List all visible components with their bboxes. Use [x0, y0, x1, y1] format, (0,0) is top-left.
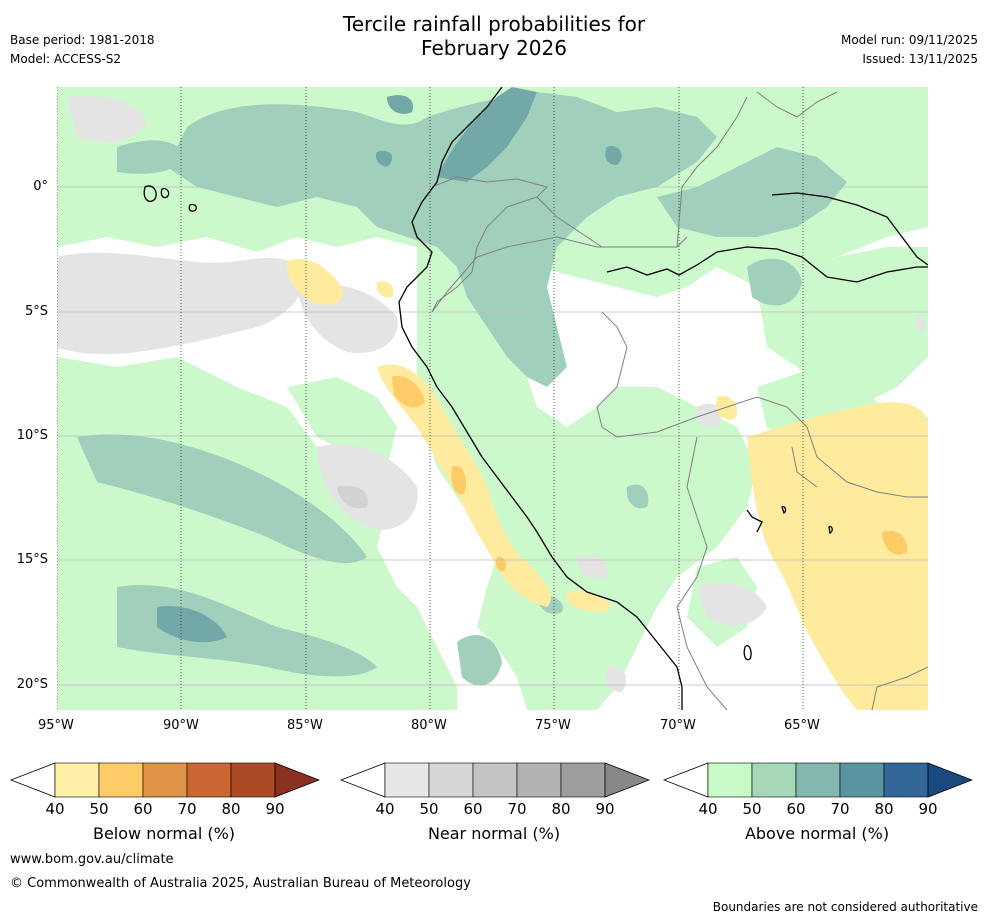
near-normal-segment: [428, 762, 474, 798]
below-normal-colorbar: [10, 762, 320, 798]
below-normal-lower-extend: [10, 762, 56, 798]
x-tick-65w: 65°W: [784, 718, 820, 733]
above-normal-tick-label: 50: [742, 800, 762, 818]
above-normal-colorbar: [663, 762, 973, 798]
x-tick-95w: 95°W: [38, 718, 74, 733]
disclaimer: Boundaries are not considered authoritat…: [712, 900, 978, 914]
below-normal-tick-label: 60: [133, 800, 153, 818]
below-normal-segment: [98, 762, 144, 798]
below-normal-tick-label: 70: [177, 800, 197, 818]
issued-date: Issued: 13/11/2025: [862, 52, 978, 66]
near-normal-segment: [384, 762, 430, 798]
near-normal-tick-label: 90: [595, 800, 615, 818]
near-normal-tick-label: 70: [507, 800, 527, 818]
above-normal-lower-extend: [663, 762, 709, 798]
near-normal-tick-label: 80: [551, 800, 571, 818]
y-tick-15s: 15°S: [16, 552, 48, 567]
above-normal-segment: [883, 762, 929, 798]
above-normal-tick-label: 80: [874, 800, 894, 818]
near-normal-lower-extend: [340, 762, 386, 798]
above-normal-60-regions: [157, 87, 622, 643]
base-period: Base period: 1981-2018: [10, 33, 155, 47]
below-normal-tick-label: 90: [265, 800, 285, 818]
latitude-gridlines: [57, 186, 928, 686]
below-normal-upper-extend: [274, 762, 320, 798]
below-normal-segment: [54, 762, 100, 798]
above-normal-segment: [839, 762, 885, 798]
website-url[interactable]: www.bom.gov.au/climate: [10, 852, 174, 867]
y-tick-0: 0°: [33, 179, 48, 194]
below-normal-colorbar-label: Below normal (%): [92, 824, 236, 843]
below-normal-segment: [142, 762, 188, 798]
below-normal-tick-label: 80: [221, 800, 241, 818]
country-borders: [431, 91, 928, 710]
near-normal-upper-extend: [604, 762, 650, 798]
model-run-date: Model run: 09/11/2025: [840, 33, 978, 47]
copyright: © Commonwealth of Australia 2025, Austra…: [10, 876, 471, 891]
below-normal-segment: [230, 762, 276, 798]
map-title: Tercile rainfall probabilities for Febru…: [0, 12, 988, 60]
x-tick-70w: 70°W: [660, 718, 696, 733]
above-normal-upper-extend: [927, 762, 973, 798]
x-tick-75w: 75°W: [535, 718, 571, 733]
x-tick-80w: 80°W: [411, 718, 447, 733]
near-normal-segment: [516, 762, 562, 798]
y-tick-5s: 5°S: [24, 304, 48, 319]
near-normal-segment: [472, 762, 518, 798]
near-normal-segment: [560, 762, 606, 798]
above-normal-segment: [795, 762, 841, 798]
title-line-1: Tercile rainfall probabilities for: [342, 12, 646, 36]
model-name: Model: ACCESS-S2: [10, 52, 122, 66]
near-normal-tick-label: 60: [463, 800, 483, 818]
below-normal-tick-label: 50: [89, 800, 109, 818]
coastline: [143, 87, 928, 710]
above-normal-tick-label: 40: [698, 800, 718, 818]
title-line-2: February 2026: [421, 36, 567, 60]
near-normal-tick-label: 50: [419, 800, 439, 818]
near-normal-tick-label: 40: [375, 800, 395, 818]
y-tick-10s: 10°S: [16, 428, 48, 443]
near-normal-40-regions: [57, 95, 926, 692]
above-normal-colorbar-label: Above normal (%): [744, 824, 890, 843]
x-tick-90w: 90°W: [163, 718, 199, 733]
near-normal-colorbar: [340, 762, 650, 798]
longitude-gridlines: [57, 87, 804, 710]
probability-map: [57, 87, 928, 710]
above-normal-tick-label: 90: [918, 800, 938, 818]
near-normal-50-regions: [337, 485, 368, 509]
above-normal-segment: [707, 762, 753, 798]
above-normal-segment: [751, 762, 797, 798]
x-tick-85w: 85°W: [287, 718, 323, 733]
below-normal-tick-label: 40: [45, 800, 65, 818]
below-normal-segment: [186, 762, 232, 798]
above-normal-tick-label: 70: [830, 800, 850, 818]
above-normal-tick-label: 60: [786, 800, 806, 818]
near-normal-colorbar-label: Near normal (%): [427, 824, 561, 843]
y-tick-20s: 20°S: [16, 677, 48, 692]
